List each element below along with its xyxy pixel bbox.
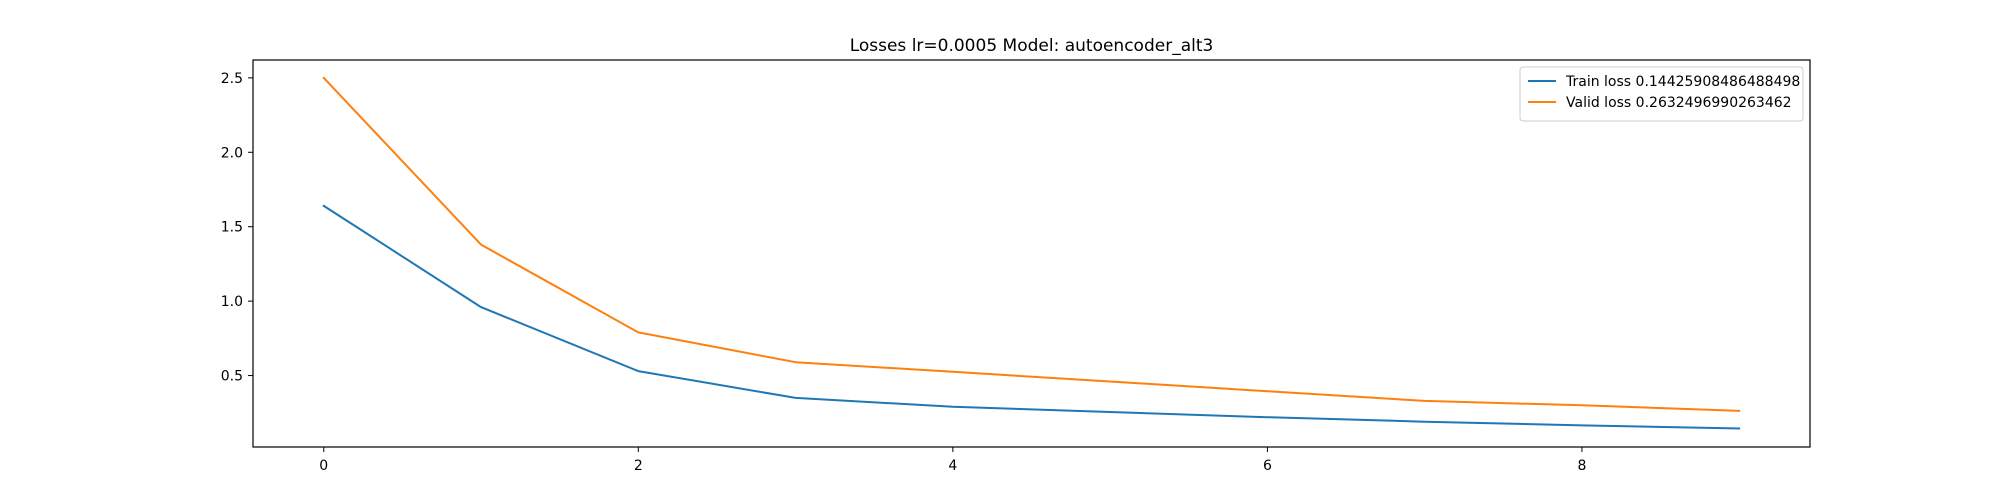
x-tick-label: 2: [634, 458, 643, 474]
series-line-valid-loss: [322, 76, 1741, 412]
x-tick-label: 6: [1263, 458, 1272, 474]
x-tick-label: 8: [1577, 458, 1586, 474]
y-tick-label: 1.5: [221, 220, 243, 236]
y-tick-label: 0.5: [221, 369, 243, 385]
legend-label: Valid loss 0.2632496990263462: [1566, 95, 1792, 111]
series-layer: [322, 76, 1741, 430]
chart-title: Losses lr=0.0005 Model: autoencoder_alt3: [850, 36, 1214, 56]
legend-entries: Train loss 0.14425908486488498 Valid loss…: [1528, 74, 1800, 111]
y-tick-label: 2.0: [221, 145, 243, 161]
x-tick-label: 4: [948, 458, 957, 474]
y-tick-label: 1.0: [221, 294, 243, 310]
series-line-train-loss: [322, 204, 1741, 430]
y-tick-label: 2.5: [221, 71, 243, 87]
y-axis-ticks: 0.5 1.0 1.5 2.0 2.5: [221, 71, 253, 385]
legend-label: Train loss 0.14425908486488498: [1565, 74, 1800, 90]
legend: Train loss 0.14425908486488498 Valid loss…: [1519, 66, 1804, 122]
x-axis-ticks: 0 2 4 6 8: [319, 447, 1586, 474]
legend-box: [1519, 66, 1804, 122]
x-tick-label: 0: [319, 458, 328, 474]
plot-area-frame: [252, 59, 1811, 448]
